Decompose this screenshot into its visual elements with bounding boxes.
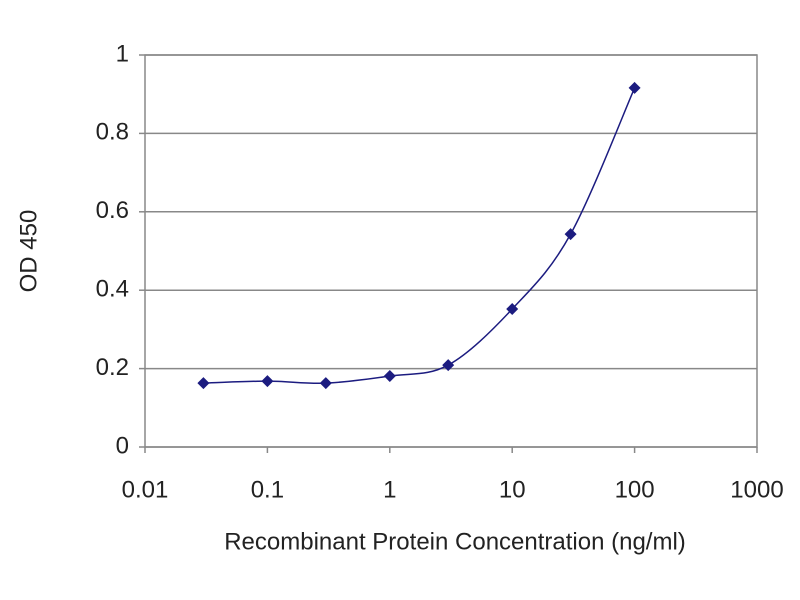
x-tick-label: 0.01 — [122, 476, 169, 503]
y-axis-label: OD 450 — [15, 210, 42, 293]
y-tick-label: 1 — [116, 40, 129, 67]
data-point — [319, 377, 332, 390]
y-tick-label: 0.6 — [96, 197, 129, 224]
x-tick-label: 100 — [615, 476, 655, 503]
data-point — [197, 377, 210, 390]
y-tick-label: 0.4 — [96, 276, 129, 303]
x-tick-label: 1000 — [730, 476, 783, 503]
y-tick-label: 0.8 — [96, 119, 129, 146]
data-point — [383, 370, 396, 383]
x-tick-label: 10 — [499, 476, 526, 503]
data-point — [261, 375, 274, 388]
data-point — [564, 228, 577, 241]
data-point — [506, 303, 519, 316]
y-tick-label: 0 — [116, 432, 129, 459]
y-tick-label: 0.2 — [96, 354, 129, 381]
x-axis-label: Recombinant Protein Concentration (ng/ml… — [224, 528, 686, 555]
x-tick-label: 1 — [383, 476, 396, 503]
plot-area — [144, 54, 758, 448]
data-point — [628, 81, 641, 94]
data-point — [442, 359, 455, 372]
x-tick-label: 0.1 — [251, 476, 284, 503]
